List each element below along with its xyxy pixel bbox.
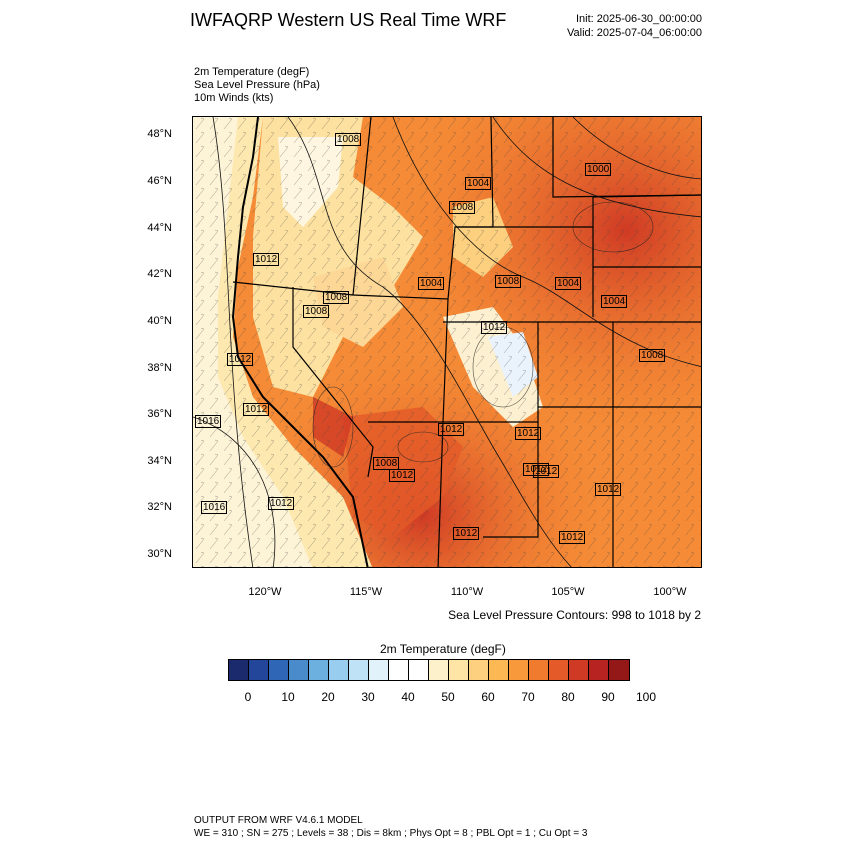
colorbar-label: 90	[601, 690, 615, 704]
field-label-pressure: Sea Level Pressure (hPa)	[194, 79, 320, 91]
pressure-contour-label: 1012	[515, 427, 542, 440]
pressure-contour-label: 1004	[601, 295, 628, 308]
pressure-contour-label: 1008	[373, 457, 400, 470]
pressure-contour-label: 1016	[201, 501, 228, 514]
field-label-temperature: 2m Temperature (degF)	[194, 66, 310, 78]
pressure-contour-label: 1008	[495, 275, 522, 288]
colorbar-label: 10	[281, 690, 295, 704]
pressure-contour-label: 1008	[323, 291, 350, 304]
pressure-contour-label: 1012	[253, 253, 280, 266]
colorbar-swatch	[309, 660, 329, 680]
model-config: WE = 310 ; SN = 275 ; Levels = 38 ; Dis …	[194, 828, 588, 839]
colorbar-label: 30	[361, 690, 375, 704]
pressure-contour-label: 1012	[389, 469, 416, 482]
colorbar-swatch	[409, 660, 429, 680]
colorbar-swatch	[349, 660, 369, 680]
lat-label: 30°N	[147, 548, 172, 560]
pressure-contour-label: 1012	[227, 353, 254, 366]
lon-label: 105°W	[551, 586, 585, 598]
lat-label: 40°N	[147, 315, 172, 327]
colorbar-label: 20	[321, 690, 335, 704]
colorbar-swatch	[529, 660, 549, 680]
pressure-contour-label: 1004	[555, 277, 582, 290]
lat-label: 46°N	[147, 175, 172, 187]
colorbar-swatch	[429, 660, 449, 680]
pressure-contour-label: 1012	[559, 531, 586, 544]
lon-label: 115°W	[349, 586, 383, 598]
lat-label: 42°N	[147, 268, 172, 280]
pressure-contour-label: 1012	[523, 463, 550, 476]
pressure-contour-label: 1004	[418, 277, 445, 290]
pressure-contour-label: 1012	[453, 527, 480, 540]
pressure-contour-label: 1012	[243, 403, 270, 416]
model-footer: OUTPUT FROM WRF V4.6.1 MODEL	[194, 815, 363, 826]
colorbar-label: 80	[561, 690, 575, 704]
field-label-winds: 10m Winds (kts)	[194, 92, 274, 104]
colorbar-title: 2m Temperature (degF)	[380, 642, 506, 656]
colorbar-label: 100	[635, 690, 657, 704]
lat-label: 36°N	[147, 408, 172, 420]
colorbar	[228, 659, 630, 681]
colorbar-swatch	[589, 660, 609, 680]
init-time: Init: 2025-06-30_00:00:00	[576, 13, 702, 25]
lat-label: 48°N	[147, 128, 172, 140]
pressure-contour-label: 1008	[639, 349, 666, 362]
pressure-contour-label: 1016	[195, 415, 222, 428]
lon-label: 120°W	[248, 586, 282, 598]
map-svg	[193, 117, 701, 567]
colorbar-swatch	[489, 660, 509, 680]
valid-time: Valid: 2025-07-04_06:00:00	[567, 27, 702, 39]
colorbar-swatch	[549, 660, 569, 680]
colorbar-label: 40	[401, 690, 415, 704]
pressure-contour-label: 1004	[465, 177, 492, 190]
pressure-contour-label: 1012	[533, 465, 560, 478]
colorbar-swatch	[369, 660, 389, 680]
colorbar-label: 50	[441, 690, 455, 704]
lat-label: 38°N	[147, 362, 172, 374]
pressure-contour-label: 1012	[595, 483, 622, 496]
colorbar-swatch	[389, 660, 409, 680]
lat-label: 34°N	[147, 455, 172, 467]
pressure-contour-label: 1008	[303, 305, 330, 318]
colorbar-swatch	[249, 660, 269, 680]
colorbar-swatch	[289, 660, 309, 680]
colorbar-swatch	[269, 660, 289, 680]
lon-label: 100°W	[653, 586, 687, 598]
pressure-contour-label: 1012	[438, 423, 465, 436]
plot-title: IWFAQRP Western US Real Time WRF	[190, 10, 507, 30]
lat-label: 32°N	[147, 501, 172, 513]
lon-label: 110°W	[450, 586, 484, 598]
colorbar-swatch	[609, 660, 629, 680]
colorbar-swatch	[469, 660, 489, 680]
pressure-contour-label: 1008	[449, 201, 476, 214]
colorbar-swatch	[329, 660, 349, 680]
colorbar-swatch	[229, 660, 249, 680]
lat-label: 44°N	[147, 222, 172, 234]
temperature-map: 1008 1004 1000 1008 1012 1008 1004 1004 1008 1008…	[192, 116, 702, 568]
colorbar-label: 60	[481, 690, 495, 704]
colorbar-swatch	[509, 660, 529, 680]
colorbar-swatch	[449, 660, 469, 680]
pressure-contour-label: 1008	[335, 133, 362, 146]
colorbar-swatch	[569, 660, 589, 680]
pressure-contour-label: 1012	[481, 321, 508, 334]
pressure-contour-label: 1012	[268, 497, 295, 510]
pressure-contour-label: 1000	[585, 163, 612, 176]
colorbar-label: 70	[521, 690, 535, 704]
contour-note: Sea Level Pressure Contours: 998 to 1018…	[448, 608, 701, 622]
colorbar-label: 0	[244, 690, 252, 704]
